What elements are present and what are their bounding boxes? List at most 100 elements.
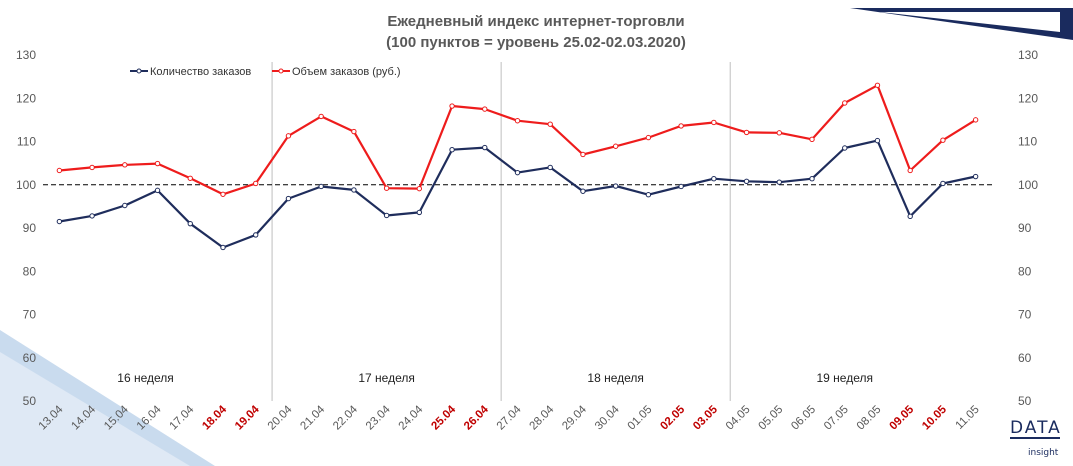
chart-axes: 50 50 60 60 70 70 80 80 90 90 100 100 110 110 120 120 13… — [16, 48, 1038, 408]
legend-marker-orders-volume — [278, 68, 284, 74]
data-point-orders-volume-24.04 — [416, 185, 423, 192]
data-point-orders-count-09.05 — [907, 213, 913, 220]
data-point-orders-volume-04.05 — [743, 129, 750, 136]
data-point-orders-count-05.05 — [776, 179, 782, 185]
data-point-orders-count-16.04 — [154, 187, 161, 194]
y-tick-right-80: 80 — [1018, 264, 1032, 278]
x-tick-11.05: 11.05 — [954, 404, 982, 432]
week-label-18: 18 неделя — [587, 371, 644, 385]
data-point-orders-count-01.05 — [645, 191, 652, 198]
chart-series — [56, 82, 979, 251]
data-point-orders-volume-27.04 — [514, 118, 521, 124]
data-point-orders-volume-26.04 — [482, 106, 488, 112]
data-point-orders-count-23.04 — [383, 212, 390, 219]
x-tick-05.05: 05.05 — [757, 404, 786, 433]
week-label-16: 16 неделя — [117, 371, 174, 385]
data-point-orders-volume-08.05 — [874, 82, 881, 88]
data-point-orders-volume-01.05 — [645, 134, 652, 141]
data-insight-logo: DATA insight — [1010, 418, 1060, 458]
data-point-orders-volume-15.04 — [122, 162, 128, 168]
data-point-orders-count-08.05 — [874, 137, 881, 144]
data-point-orders-count-29.04 — [580, 188, 586, 194]
x-axis-tick-labels: 13.04 14.04 15.04 16.04 17.04 18.04 19.04 20.04… — [37, 403, 982, 432]
data-point-orders-count-02.05 — [678, 183, 684, 190]
data-point-orders-count-30.04 — [612, 183, 619, 189]
data-point-orders-volume-03.05 — [711, 119, 717, 126]
data-point-orders-count-19.04 — [253, 232, 259, 238]
data-point-orders-volume-11.05 — [972, 117, 979, 123]
week-labels: 16 неделя 17 неделя 18 неделя 19 неделя — [117, 371, 873, 385]
data-point-orders-volume-06.05 — [809, 136, 815, 143]
x-tick-25.04: 25.04 — [429, 403, 458, 432]
x-tick-22.04: 22.04 — [331, 403, 360, 432]
x-tick-27.04: 27.04 — [495, 403, 524, 432]
data-point-orders-volume-05.05 — [776, 130, 782, 136]
data-point-orders-count-07.05 — [842, 145, 848, 151]
y-tick-left-50: 50 — [23, 394, 37, 408]
x-tick-20.04: 20.04 — [266, 403, 295, 432]
x-tick-23.04: 23.04 — [364, 403, 393, 432]
data-point-orders-count-14.04 — [89, 213, 95, 219]
series-line-orders-volume — [59, 84, 977, 196]
data-point-orders-volume-23.04 — [383, 185, 390, 191]
data-point-orders-volume-22.04 — [351, 128, 357, 135]
data-point-orders-count-06.05 — [809, 175, 815, 182]
x-tick-03.05: 03.05 — [691, 403, 720, 432]
decor-top-right-inner — [880, 12, 1060, 32]
data-point-orders-volume-09.05 — [907, 167, 913, 174]
week-label-17: 17 неделя — [358, 371, 415, 385]
data-point-orders-volume-29.04 — [580, 151, 586, 158]
data-point-orders-count-17.04 — [187, 220, 193, 227]
y-tick-right-60: 60 — [1018, 351, 1032, 365]
data-point-orders-count-10.05 — [940, 180, 946, 187]
data-point-orders-volume-10.05 — [940, 137, 946, 143]
y-tick-right-110: 110 — [1018, 135, 1037, 149]
y-tick-left-100: 100 — [16, 178, 36, 192]
week-label-19: 19 неделя — [816, 371, 873, 385]
x-tick-02.05: 02.05 — [658, 403, 687, 432]
data-point-orders-volume-07.05 — [842, 100, 848, 106]
data-point-orders-count-21.04 — [318, 183, 324, 190]
legend-label-orders-volume: Объем заказов (руб.) — [292, 66, 401, 78]
data-point-orders-count-28.04 — [547, 164, 553, 171]
data-point-orders-volume-21.04 — [318, 113, 324, 120]
y-tick-left-70: 70 — [23, 308, 37, 322]
data-point-orders-volume-30.04 — [612, 143, 619, 149]
data-point-orders-count-24.04 — [416, 209, 423, 216]
chart-title-line1: Ежедневный индекс интернет-торговли — [387, 13, 684, 30]
data-point-orders-count-20.04 — [285, 195, 292, 202]
data-point-orders-volume-02.05 — [678, 123, 684, 129]
data-point-orders-volume-20.04 — [285, 133, 292, 139]
logo-underline — [1010, 437, 1060, 439]
data-point-orders-count-13.04 — [56, 218, 63, 225]
x-tick-06.05: 06.05 — [789, 404, 818, 433]
y-tick-left-90: 90 — [23, 221, 37, 235]
y-tick-left-80: 80 — [23, 264, 37, 278]
y-tick-right-130: 130 — [1018, 48, 1038, 62]
data-point-orders-count-26.04 — [482, 144, 488, 151]
x-tick-04.05: 04.05 — [724, 404, 753, 433]
y-tick-left-110: 110 — [17, 135, 36, 149]
data-point-orders-volume-19.04 — [253, 180, 259, 187]
y-tick-right-100: 100 — [1018, 178, 1038, 192]
data-point-orders-count-04.05 — [743, 178, 750, 184]
x-tick-08.05: 08.05 — [855, 404, 884, 433]
x-tick-29.04: 29.04 — [560, 403, 589, 432]
logo-subtext: insight — [1028, 448, 1059, 458]
x-tick-21.04: 21.04 — [298, 403, 327, 432]
legend-marker-orders-count — [136, 68, 142, 74]
x-tick-24.04: 24.04 — [397, 403, 426, 432]
data-point-orders-count-25.04 — [449, 147, 455, 153]
x-tick-26.04: 26.04 — [462, 403, 491, 432]
y-tick-right-50: 50 — [1018, 394, 1032, 408]
x-tick-17.04: 17.04 — [168, 403, 197, 432]
x-tick-10.05: 10.05 — [920, 403, 949, 432]
legend-label-orders-count: Количество заказов — [150, 66, 251, 78]
y-tick-right-90: 90 — [1018, 221, 1032, 235]
x-tick-01.05: 01.05 — [626, 404, 655, 433]
data-point-orders-volume-14.04 — [89, 164, 95, 171]
x-tick-07.05: 07.05 — [822, 404, 851, 433]
data-point-orders-count-15.04 — [122, 202, 128, 209]
data-point-orders-count-22.04 — [351, 187, 357, 193]
